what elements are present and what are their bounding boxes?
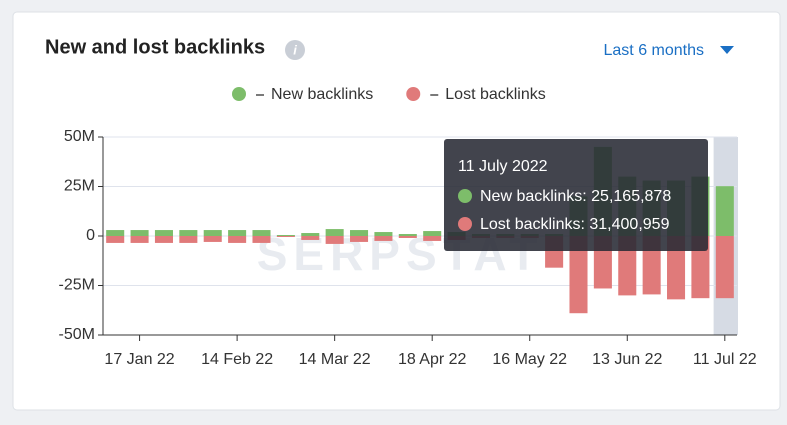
bar[interactable] [398,236,417,238]
period-select[interactable]: Last 6 months [604,42,705,59]
bar[interactable] [179,230,198,236]
x-tick-label: 14 Mar 22 [299,351,371,368]
bar[interactable] [691,236,710,299]
tooltip-title: 11 July 2022 [458,158,548,175]
bar[interactable] [301,236,320,240]
bar[interactable] [350,230,369,236]
bar[interactable] [203,230,222,236]
bar[interactable] [130,230,149,236]
x-tick-label: 14 Feb 22 [201,351,273,368]
bar[interactable] [203,236,222,242]
bar[interactable] [154,236,173,243]
tooltip-line: Lost backlinks: 31,400,959 [480,216,670,233]
bar[interactable] [569,236,588,314]
x-tick-label: 18 Apr 22 [398,351,467,368]
legend-swatch[interactable] [232,87,246,101]
dropdown-arrow[interactable] [720,46,734,54]
bar[interactable] [228,236,247,243]
bar[interactable] [154,230,173,236]
bar[interactable] [715,236,734,299]
legend-swatch[interactable] [406,87,421,101]
card [12,11,781,411]
bar[interactable] [325,229,344,236]
bar[interactable] [276,235,295,236]
legend-label[interactable]: Lost backlinks [445,86,546,103]
bar[interactable] [106,236,125,243]
chart-title: New and lost backlinks [45,36,265,58]
y-tick-label: 50M [64,128,95,145]
x-tick-label: 11 Jul 22 [693,351,757,368]
bar[interactable] [179,236,198,243]
info-icon[interactable] [285,40,305,60]
bar[interactable] [130,236,149,243]
tooltip-line: New backlinks: 25,165,878 [480,188,671,205]
bar[interactable] [398,234,417,236]
y-tick-label: -25M [59,277,95,294]
bar[interactable] [301,233,320,236]
y-tick-label: 0 [86,227,95,244]
x-tick-label: 17 Jan 22 [104,351,174,368]
y-tick-label: 25M [64,178,95,195]
bar[interactable] [276,236,295,237]
bar[interactable] [423,231,442,236]
bar[interactable] [325,236,344,244]
bar[interactable] [350,236,369,242]
bar[interactable] [252,230,271,236]
x-tick-label: 13 Jun 22 [592,351,662,368]
bar[interactable] [106,230,125,236]
tooltip-swatch [458,189,472,203]
tooltip-swatch [458,217,472,231]
bar[interactable] [228,230,247,236]
x-tick-label: 16 May 22 [492,351,567,368]
bar[interactable] [374,232,393,236]
bar[interactable] [423,236,442,241]
bar[interactable] [374,236,393,241]
bar[interactable] [252,236,271,243]
tooltip [444,139,708,251]
legend-label[interactable]: New backlinks [271,86,373,103]
bar[interactable] [667,236,686,300]
info-glyph: i [293,42,297,57]
y-tick-label: -50M [59,326,95,343]
bar[interactable] [715,186,734,236]
